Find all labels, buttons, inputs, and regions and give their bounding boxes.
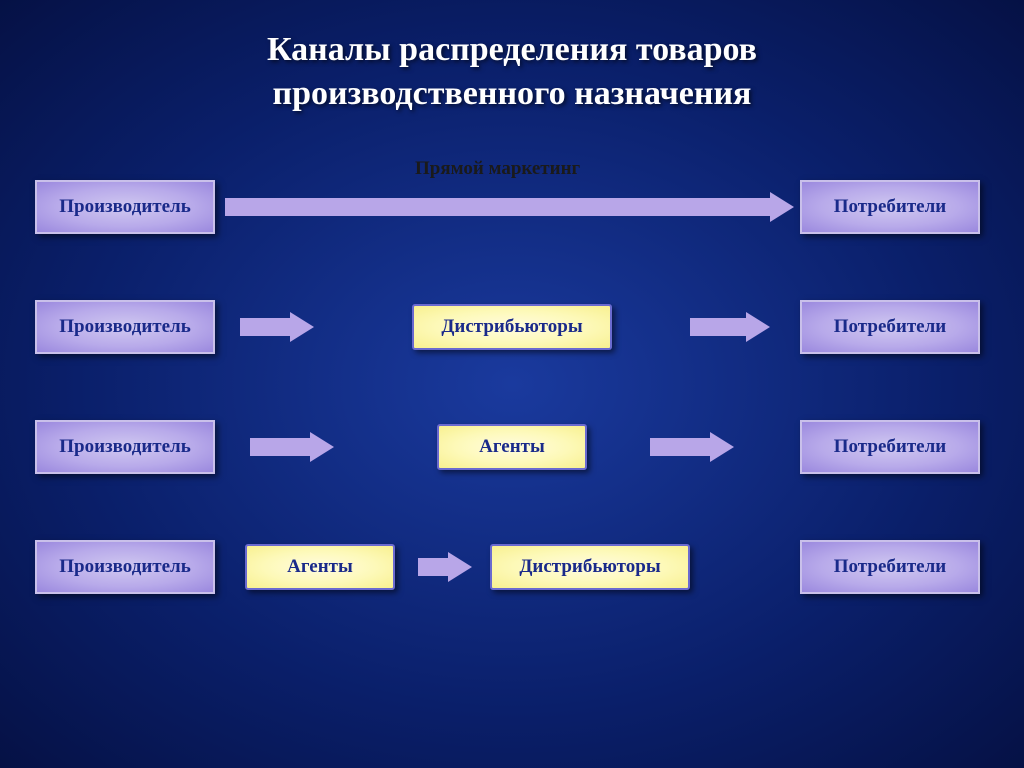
consumers-label: Потребители	[834, 196, 946, 218]
arrow-1	[225, 198, 770, 216]
producer-label: Производитель	[59, 436, 191, 458]
channel-row-1: Производитель Прямой маркетинг Потребите…	[0, 170, 1024, 290]
producer-box: Производитель	[35, 540, 215, 594]
arrow-2a	[240, 318, 290, 336]
arrow-3b-head	[710, 432, 734, 462]
consumers-label: Потребители	[834, 556, 946, 578]
producer-label: Производитель	[59, 316, 191, 338]
agents-label: Агенты	[287, 556, 353, 578]
consumers-box: Потребители	[800, 300, 980, 354]
channel-row-2: Производитель Дистрибьюторы Потребители	[0, 290, 1024, 410]
agents-label: Агенты	[479, 436, 545, 458]
arrow-2b-head	[746, 312, 770, 342]
arrow-4a	[418, 558, 448, 576]
arrow-2a-head	[290, 312, 314, 342]
arrow-3b	[650, 438, 710, 456]
agents-box: Агенты	[245, 544, 395, 590]
arrow-2b	[690, 318, 746, 336]
distributors-label: Дистрибьюторы	[441, 316, 582, 338]
slide-title: Каналы распределения товаров производств…	[0, 0, 1024, 116]
consumers-label: Потребители	[834, 436, 946, 458]
agents-box: Агенты	[437, 424, 587, 470]
title-line-2: производственного назначения	[273, 75, 752, 112]
consumers-box: Потребители	[800, 540, 980, 594]
title-line-1: Каналы распределения товаров	[267, 31, 757, 68]
direct-marketing-label: Прямой маркетинг	[415, 158, 580, 180]
distribution-channels-diagram: Производитель Прямой маркетинг Потребите…	[0, 170, 1024, 650]
channel-row-3: Производитель Агенты Потребители	[0, 410, 1024, 530]
consumers-box: Потребители	[800, 180, 980, 234]
arrow-1-head	[770, 192, 794, 222]
distributors-box: Дистрибьюторы	[490, 544, 690, 590]
consumers-label: Потребители	[834, 316, 946, 338]
producer-label: Производитель	[59, 556, 191, 578]
arrow-3a	[250, 438, 310, 456]
producer-label: Производитель	[59, 196, 191, 218]
arrow-4a-head	[448, 552, 472, 582]
producer-box: Производитель	[35, 180, 215, 234]
channel-row-4: Производитель Агенты Дистрибьюторы Потре…	[0, 530, 1024, 650]
producer-box: Производитель	[35, 420, 215, 474]
consumers-box: Потребители	[800, 420, 980, 474]
producer-box: Производитель	[35, 300, 215, 354]
distributors-label: Дистрибьюторы	[519, 556, 660, 578]
distributors-box: Дистрибьюторы	[412, 304, 612, 350]
arrow-3a-head	[310, 432, 334, 462]
